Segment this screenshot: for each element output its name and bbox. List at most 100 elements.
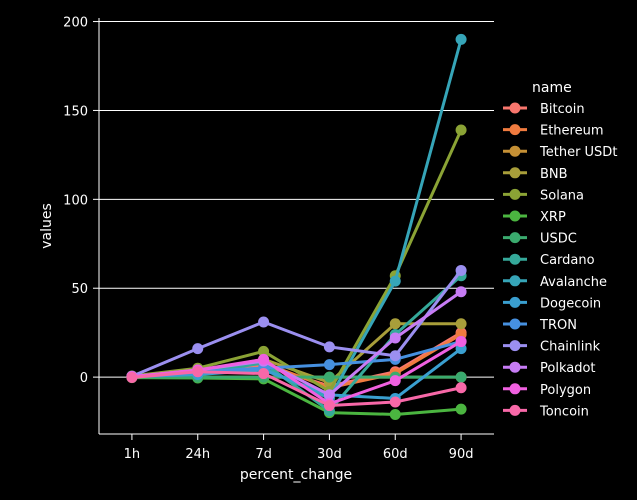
x-tick-label-0: 1h [124,447,141,462]
data-point [323,341,335,353]
x-tick-label-2: 7d [255,447,272,462]
x-tick-label-3: 30d [317,447,342,462]
data-point [389,275,401,287]
legend-label: BNB [540,167,568,182]
legend-entry: BNB [503,167,568,182]
legend-label: Bitcoin [540,102,585,117]
legend-marker [509,383,521,395]
data-point [258,353,270,365]
data-point [192,366,204,378]
y-ticks: 0 50 100 150 200 [63,16,99,386]
legend-marker [509,296,521,308]
legend-marker [509,102,521,114]
data-point [126,371,138,383]
legend-marker [509,145,521,157]
legend-marker [509,124,521,136]
legend-entry: XRP [503,210,566,225]
legend-label: Solana [540,188,584,203]
x-axis-label: percent_change [240,467,352,483]
legend: name Bitcoin Ethereum Tether USDt BNB Solana… [503,80,617,419]
x-tick-label-5: 90d [449,447,474,462]
legend-marker [509,361,521,373]
data-point [258,345,270,357]
legend-entry: Cardano [503,253,595,268]
series-avalanche [126,33,467,404]
legend-label: Dogecoin [540,296,601,311]
x-ticks: 1h 24h 7d 30d 60d 90d [124,434,474,462]
legend-entry: TRON [503,318,577,333]
data-point [455,286,467,298]
legend-entry: Tether USDt [503,145,617,160]
data-point [455,124,467,136]
data-point [389,332,401,344]
x-tick-label-1: 24h [185,447,210,462]
series-line [130,128,463,393]
legend-entry: USDC [503,232,577,247]
data-point [455,403,467,415]
data-point [323,389,335,401]
data-point [258,368,270,380]
y-axis-label: values [39,203,55,249]
legend-entry: Polygon [503,383,591,398]
axes [98,18,494,435]
y-tick-label-2: 100 [63,193,88,208]
legend-marker [509,275,521,287]
legend-entry: Dogecoin [503,296,601,311]
legend-entry: Avalanche [503,275,607,290]
legend-label: Cardano [540,253,595,268]
data-point [323,400,335,412]
y-tick-label-0: 0 [80,371,88,386]
data-point [389,396,401,408]
legend-entry: Chainlink [503,340,601,355]
legend-title: name [532,80,572,96]
legend-label: Chainlink [540,340,601,355]
data-point [455,264,467,276]
series-line [130,268,463,378]
data-point [323,359,335,371]
legend-marker [509,188,521,200]
legend-label: Polkadot [540,361,596,376]
series-line [130,370,463,408]
legend-label: XRP [540,210,566,225]
series-line [130,37,463,400]
legend-label: Polygon [540,383,591,398]
legend-entry: Bitcoin [503,102,585,117]
data-point [455,33,467,45]
data-point [455,318,467,330]
x-tick-label-4: 60d [383,447,408,462]
series-chainlink [126,264,467,382]
legend-entry: Ethereum [503,124,604,139]
legend-label: Tether USDt [539,145,617,160]
data-point [258,316,270,328]
legend-label: Avalanche [540,275,607,290]
legend-entry: Polkadot [503,361,596,376]
data-point [455,382,467,394]
data-point [323,371,335,383]
legend-marker [509,210,521,222]
legend-entry: Solana [503,188,584,203]
legend-label: Toncoin [539,404,589,419]
legend-label: USDC [540,232,577,247]
legend-label: TRON [539,318,577,333]
series-toncoin [126,366,467,412]
legend-marker [509,404,521,416]
y-tick-label-4: 200 [63,16,88,31]
legend-entry: Toncoin [503,404,589,419]
y-tick-label-3: 150 [63,104,88,119]
legend-marker [509,318,521,330]
y-tick-label-1: 50 [71,282,88,297]
legend-marker [509,232,521,244]
legend-marker [509,253,521,265]
data-point [389,350,401,362]
series-lines [126,33,467,420]
data-point [389,408,401,420]
series-line [130,290,463,397]
data-point [455,371,467,383]
series-line [130,340,463,406]
data-point [389,318,401,330]
data-point [455,336,467,348]
legend-marker [509,340,521,352]
legend-marker [509,167,521,179]
legend-label: Ethereum [540,124,604,139]
